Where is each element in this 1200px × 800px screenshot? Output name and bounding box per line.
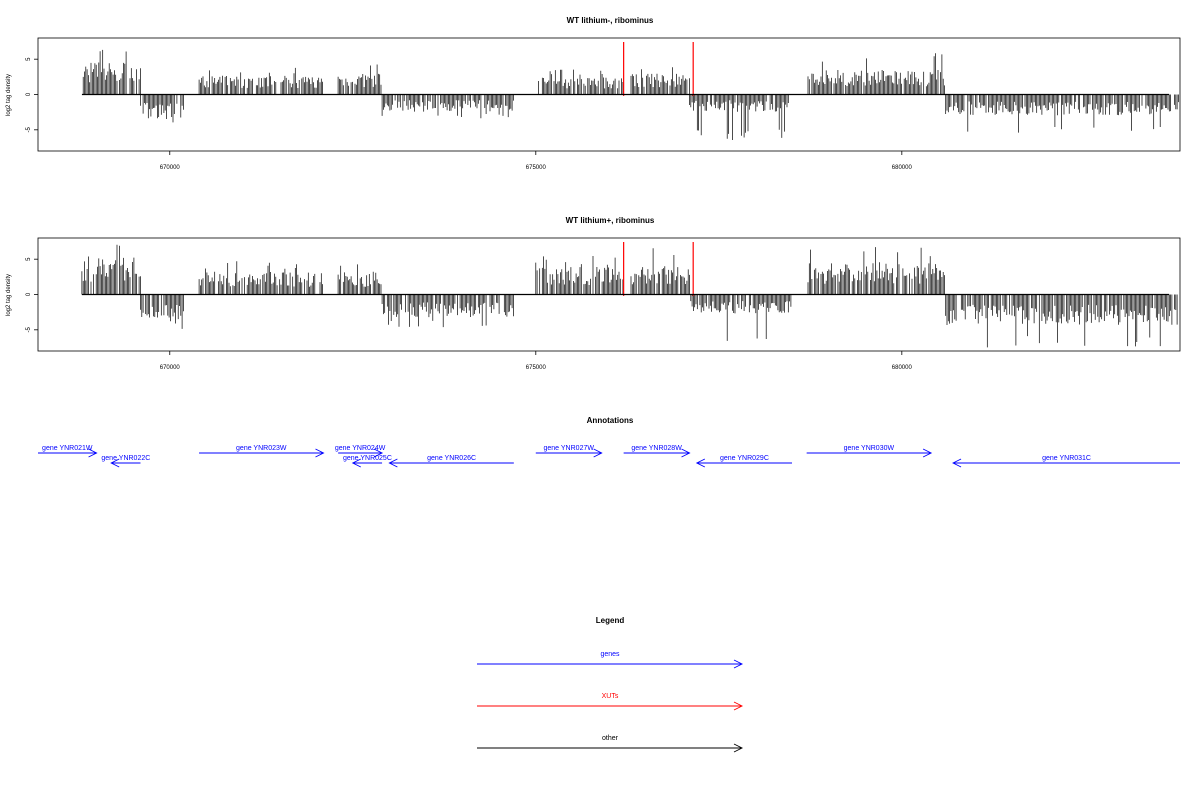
gene-label: gene YNR028W: [631, 445, 682, 452]
gene-arrow: [806, 448, 933, 458]
density-bars-reverse: [690, 294, 792, 341]
y-tick-label: 5: [26, 57, 32, 61]
gene-label: gene YNR027W: [544, 445, 595, 452]
density-bars-forward: [535, 256, 624, 295]
density-bars-forward: [198, 261, 323, 295]
legend-label: genes: [600, 651, 620, 658]
y-tick-label: 5: [26, 257, 32, 261]
gene-label: gene YNR029C: [720, 455, 769, 462]
gene-arrow: [623, 448, 691, 458]
density-bars-forward: [807, 247, 945, 295]
density-bars-reverse: [381, 94, 514, 119]
gene-arrows: gene YNR021W gene YNR022C gene YNR023W gene…: [38, 445, 1180, 468]
density-bars-forward: [630, 67, 690, 95]
gene-arrow: [38, 448, 98, 458]
legend-label: other: [602, 735, 619, 742]
xut-markers: [623, 242, 694, 296]
x-tick-label: 680000: [892, 165, 913, 171]
gene-arrow: [952, 458, 1180, 468]
legend-arrow: [477, 743, 744, 753]
gene-label: gene YNR022C: [101, 455, 150, 462]
bars-group: [82, 49, 1179, 140]
gene-arrow: [535, 448, 603, 458]
gene-label: gene YNR021W: [42, 445, 93, 452]
density-bars-forward: [807, 53, 945, 95]
gene-label: gene YNR024W: [335, 445, 386, 452]
legend-label: XUTs: [602, 693, 619, 700]
bars-group: [81, 244, 1178, 348]
x-tick-label: 675000: [526, 365, 547, 371]
y-tick-label: -5: [26, 326, 32, 332]
axes: 670000 675000 680000 -5 0 5: [26, 57, 1170, 171]
legend-arrow: [477, 701, 744, 711]
plot-frame: [37, 237, 1181, 352]
density-bars-forward: [81, 244, 141, 295]
density-bars-reverse: [381, 294, 514, 328]
panel-title: WT lithium-, ribominus: [567, 16, 654, 25]
density-bars-reverse: [945, 294, 1178, 348]
panel-title: WT lithium+, ribominus: [566, 216, 655, 225]
x-tick-label: 680000: [892, 365, 913, 371]
track-panel-lithium-plus: WT lithium+, ribominus log2 tag density …: [6, 216, 1181, 371]
gene-label: gene YNR023W: [236, 445, 287, 452]
density-bars-forward: [337, 264, 382, 295]
density-bars-forward: [630, 248, 690, 295]
gene-label: gene YNR025C: [343, 455, 392, 462]
gene-arrow: [388, 458, 514, 468]
x-tick-label: 670000: [160, 365, 181, 371]
density-bars-reverse: [140, 94, 184, 123]
plot-frame: [37, 37, 1181, 152]
gene-label: gene YNR031C: [1042, 455, 1091, 462]
legend-arrow: [477, 659, 744, 669]
gene-label: gene YNR030W: [844, 445, 895, 452]
x-tick-label: 675000: [526, 165, 547, 171]
x-tick-label: 670000: [160, 165, 181, 171]
axes: 670000 675000 680000 -5 0 5: [26, 257, 1170, 371]
y-axis-label: log2 tag density: [6, 74, 12, 116]
gene-label: gene YNR026C: [427, 455, 476, 462]
density-bars-reverse: [945, 94, 1179, 133]
density-bars-forward: [198, 67, 323, 95]
xut-markers: [623, 42, 694, 96]
gene-arrow: [695, 458, 793, 468]
y-tick-label: -5: [26, 126, 32, 132]
gene-arrow: [110, 458, 141, 468]
annotations-title: Annotations: [587, 416, 634, 425]
density-bars-forward: [82, 49, 141, 95]
y-axis-label: log2 tag density: [6, 274, 12, 316]
gene-arrow: [199, 448, 325, 458]
density-bars-forward: [337, 64, 382, 95]
density-bars-reverse: [689, 94, 789, 140]
density-bars-forward: [538, 69, 624, 95]
legend: Legend genes XUTs other: [477, 616, 744, 753]
y-tick-label: 0: [26, 92, 32, 96]
legend-items: genes XUTs other: [477, 651, 744, 753]
legend-title: Legend: [596, 616, 625, 625]
y-tick-label: 0: [26, 292, 32, 296]
track-panel-lithium-minus: WT lithium-, ribominus log2 tag density …: [6, 16, 1181, 171]
gene-arrow: [338, 448, 384, 458]
density-bars-reverse: [140, 294, 184, 329]
gene-arrow: [351, 458, 383, 468]
